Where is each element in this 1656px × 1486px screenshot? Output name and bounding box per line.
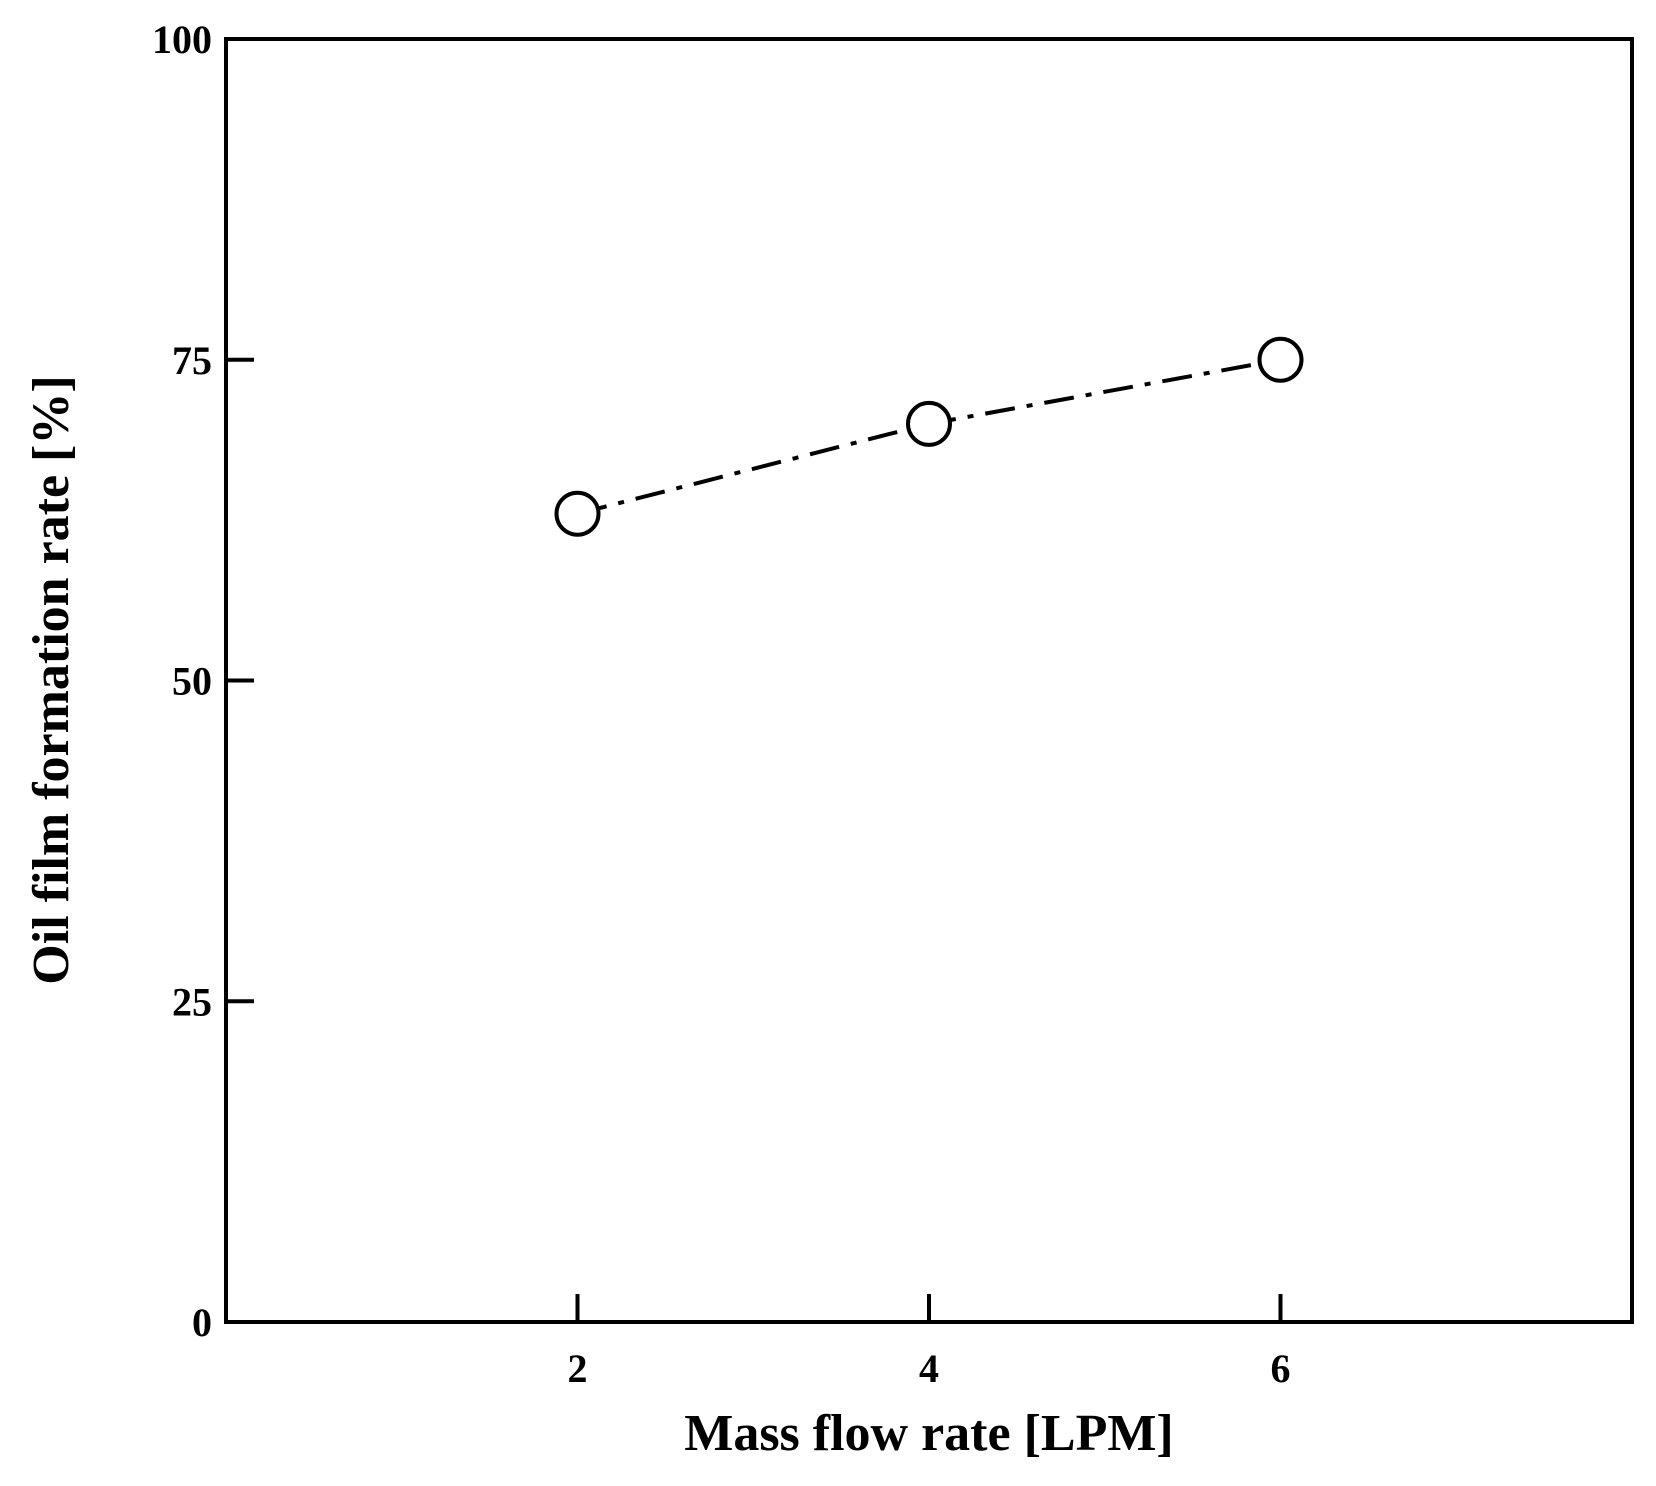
x-axis-label: Mass flow rate [LPM] <box>684 1405 1174 1462</box>
y-tick-label: 100 <box>152 17 212 62</box>
data-point <box>1257 336 1304 383</box>
y-tick-label: 25 <box>172 979 212 1024</box>
y-tick-label: 50 <box>172 659 212 704</box>
data-point <box>554 490 601 537</box>
x-tick-label: 2 <box>568 1346 588 1391</box>
y-axis-label: Oil film formation rate [%] <box>23 375 80 984</box>
y-tick-label: 75 <box>172 338 212 383</box>
data-point <box>906 400 952 447</box>
y-tick-label: 0 <box>192 1300 212 1345</box>
plot-frame <box>224 37 1634 1324</box>
x-tick-label: 4 <box>919 1346 939 1391</box>
x-tick-label: 6 <box>1271 1346 1291 1391</box>
